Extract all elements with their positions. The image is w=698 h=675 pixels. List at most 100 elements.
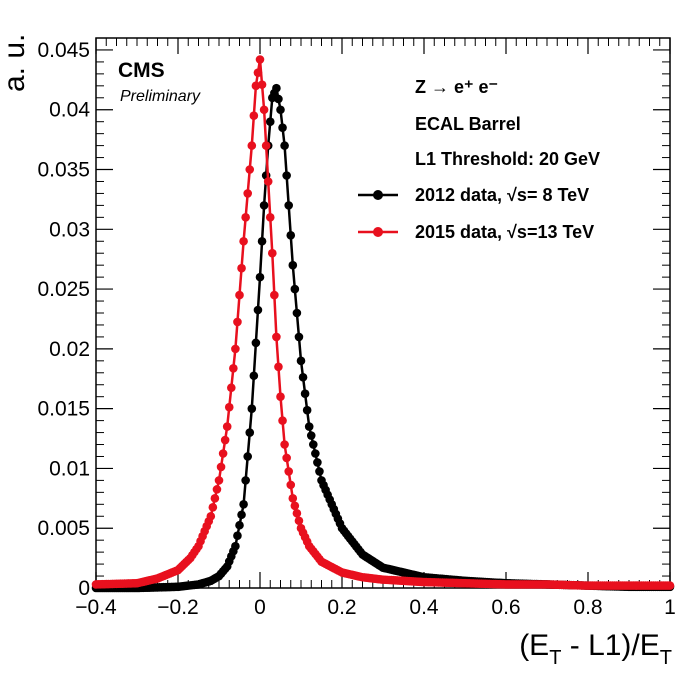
data-point bbox=[259, 201, 269, 210]
x-axis-title-sub-1: T bbox=[549, 647, 561, 669]
data-point bbox=[274, 362, 283, 372]
data-point bbox=[237, 510, 246, 520]
data-point bbox=[227, 383, 236, 393]
data-point bbox=[294, 516, 304, 526]
data-point bbox=[249, 111, 259, 121]
y-tick-label: 0.015 bbox=[37, 398, 90, 421]
data-point bbox=[233, 531, 242, 540]
data-point bbox=[208, 502, 218, 512]
axis-tick-labels: −0.4 −0.2 0 0.2 0.4 0.6 0.8 1 0 0.005 0.01 0.015 0.0… bbox=[37, 39, 675, 619]
x-axis-title-part-2: - L1)/E bbox=[561, 629, 659, 662]
x-tick-label: −0.4 bbox=[75, 596, 117, 619]
data-point bbox=[290, 501, 300, 511]
data-point bbox=[224, 402, 234, 412]
data-point bbox=[222, 422, 232, 431]
y-tick-label: 0.02 bbox=[49, 338, 90, 361]
data-point bbox=[276, 105, 285, 115]
x-axis-title: (ET - L1)/ET bbox=[519, 629, 672, 669]
data-point bbox=[272, 332, 281, 342]
y-axis-title: a. u. bbox=[0, 34, 31, 92]
data-point bbox=[235, 290, 244, 300]
data-point bbox=[231, 344, 240, 354]
legend-marker-2012 bbox=[373, 190, 383, 200]
data-point bbox=[245, 165, 255, 174]
preliminary-label: Preliminary bbox=[120, 88, 201, 105]
x-tick-label: 0.2 bbox=[327, 596, 356, 619]
data-point bbox=[243, 189, 252, 198]
y-tick-label: 0.005 bbox=[37, 517, 90, 540]
data-point bbox=[274, 94, 283, 104]
data-point bbox=[257, 80, 267, 89]
data-point bbox=[247, 141, 257, 150]
data-point bbox=[216, 462, 226, 472]
x-tick-label: 0.4 bbox=[409, 596, 439, 619]
data-point bbox=[294, 332, 304, 342]
data-point bbox=[282, 171, 291, 180]
data-point bbox=[229, 364, 238, 373]
y-tick-label: 0.01 bbox=[49, 457, 90, 480]
series-line-1 bbox=[95, 59, 670, 587]
y-tick-label: 0.025 bbox=[37, 278, 90, 301]
data-point bbox=[243, 452, 252, 461]
data-point bbox=[253, 68, 263, 77]
data-point bbox=[278, 123, 287, 132]
cms-label: CMS bbox=[118, 59, 165, 82]
data-point bbox=[263, 177, 273, 186]
data-point bbox=[280, 440, 289, 449]
data-point bbox=[296, 356, 306, 366]
data-point bbox=[665, 581, 675, 590]
data-point bbox=[280, 141, 289, 150]
data-point bbox=[284, 201, 294, 210]
data-point bbox=[249, 371, 259, 381]
data-point bbox=[278, 416, 287, 425]
data-point bbox=[206, 511, 216, 521]
data-point bbox=[290, 284, 300, 294]
x-tick-label: −0.2 bbox=[157, 596, 198, 619]
data-point bbox=[241, 213, 250, 222]
data-point bbox=[304, 422, 314, 431]
data-point bbox=[210, 494, 220, 503]
x-tick-label: 0.8 bbox=[573, 596, 602, 619]
y-tick-label: 0 bbox=[78, 577, 90, 600]
x-axis-title-sub-2: T bbox=[660, 647, 672, 669]
series-1 bbox=[91, 55, 675, 590]
data-point bbox=[282, 453, 291, 463]
legend: 2012 data, √s= 8 TeV 2015 data, √s=13 Te… bbox=[358, 185, 594, 242]
data-point bbox=[235, 520, 244, 530]
data-series bbox=[91, 55, 675, 593]
data-point bbox=[311, 449, 320, 458]
y-tick-label: 0.04 bbox=[49, 99, 90, 122]
y-tick-label: 0.035 bbox=[37, 159, 90, 182]
data-point bbox=[292, 508, 302, 518]
y-tick-label: 0.045 bbox=[37, 39, 90, 62]
legend-label-2012: 2012 data, √s= 8 TeV bbox=[415, 185, 589, 205]
data-point bbox=[309, 440, 318, 449]
data-point bbox=[212, 485, 222, 494]
data-point bbox=[286, 230, 296, 240]
data-point bbox=[261, 141, 271, 150]
data-point bbox=[257, 236, 267, 246]
data-point bbox=[233, 317, 242, 327]
data-point bbox=[239, 500, 248, 509]
data-point bbox=[276, 392, 285, 402]
data-point bbox=[247, 404, 257, 413]
data-point bbox=[253, 305, 263, 315]
detector-label: ECAL Barrel bbox=[415, 114, 521, 134]
data-point bbox=[265, 117, 275, 126]
plot-frame bbox=[95, 37, 671, 589]
threshold-label: L1 Threshold: 20 GeV bbox=[415, 149, 600, 169]
x-axis-title-part-1: (E bbox=[519, 629, 549, 662]
data-point bbox=[298, 372, 308, 382]
x-tick-label: 1 bbox=[664, 596, 676, 619]
data-point bbox=[272, 83, 281, 93]
data-point bbox=[259, 105, 269, 115]
data-point bbox=[284, 467, 294, 476]
data-point bbox=[255, 272, 265, 282]
y-tick-label: 0.03 bbox=[49, 218, 90, 241]
legend-marker-2015 bbox=[373, 227, 383, 237]
x-tick-label: 0 bbox=[254, 596, 266, 619]
data-point bbox=[300, 389, 310, 399]
data-point bbox=[214, 476, 224, 485]
data-point bbox=[251, 338, 261, 348]
